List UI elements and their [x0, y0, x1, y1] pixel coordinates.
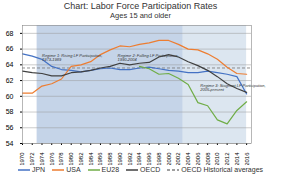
svg-text:Regime 2: Falling LF Participa: Regime 2: Falling LF Participation,1990-…	[118, 53, 179, 62]
svg-text:2006: 2006	[195, 152, 201, 165]
svg-text:2000: 2000	[166, 152, 172, 165]
svg-text:58: 58	[6, 108, 14, 115]
svg-text:68: 68	[6, 30, 14, 37]
svg-text:2008: 2008	[205, 152, 211, 165]
svg-text:1980: 1980	[68, 152, 74, 165]
svg-text:1984: 1984	[88, 152, 94, 165]
svg-text:1986: 1986	[97, 152, 103, 165]
svg-text:1994: 1994	[136, 152, 142, 165]
svg-text:56: 56	[6, 124, 14, 131]
html-text:USA: USA	[66, 166, 81, 173]
svg-text:1972: 1972	[29, 152, 35, 165]
svg-text:1974: 1974	[39, 152, 45, 165]
html-text:JPN: JPN	[32, 166, 46, 173]
svg-text:66: 66	[6, 45, 14, 52]
svg-text:Regime 1: Rising LF Participat: Regime 1: Rising LF Participation,1973-1…	[42, 53, 102, 62]
svg-text:1976: 1976	[49, 152, 55, 165]
svg-text:2004: 2004	[185, 152, 191, 165]
svg-text:2016: 2016	[244, 152, 250, 165]
svg-text:62: 62	[6, 77, 14, 84]
html-text:EU28: EU28	[101, 166, 120, 173]
html-text:Ages 15 and older: Ages 15 and older	[110, 11, 171, 20]
html-text:OECD Historical averages: OECD Historical averages	[181, 166, 263, 173]
svg-text:1982: 1982	[78, 152, 84, 165]
svg-text:2012: 2012	[224, 152, 230, 165]
svg-text:54: 54	[6, 140, 14, 147]
svg-text:1990: 1990	[117, 152, 123, 165]
svg-text:Regime 3: Stagnant LF Particip: Regime 3: Stagnant LF Participation,2005…	[199, 83, 265, 92]
svg-text:2002: 2002	[175, 152, 181, 165]
svg-text:2010: 2010	[214, 152, 220, 165]
svg-text:2014: 2014	[234, 152, 240, 165]
svg-text:1988: 1988	[107, 152, 113, 165]
svg-text:1978: 1978	[58, 152, 64, 165]
svg-text:1998: 1998	[156, 152, 162, 165]
svg-text:1992: 1992	[127, 152, 133, 165]
html-text:Chart: Labor Force Participati: Chart: Labor Force Participation Rates	[63, 1, 218, 11]
svg-text:1996: 1996	[146, 152, 152, 165]
svg-text:64: 64	[6, 61, 14, 68]
svg-text:60: 60	[6, 93, 14, 100]
html-text:OECD: OECD	[140, 166, 161, 173]
svg-text:1970: 1970	[19, 152, 25, 165]
